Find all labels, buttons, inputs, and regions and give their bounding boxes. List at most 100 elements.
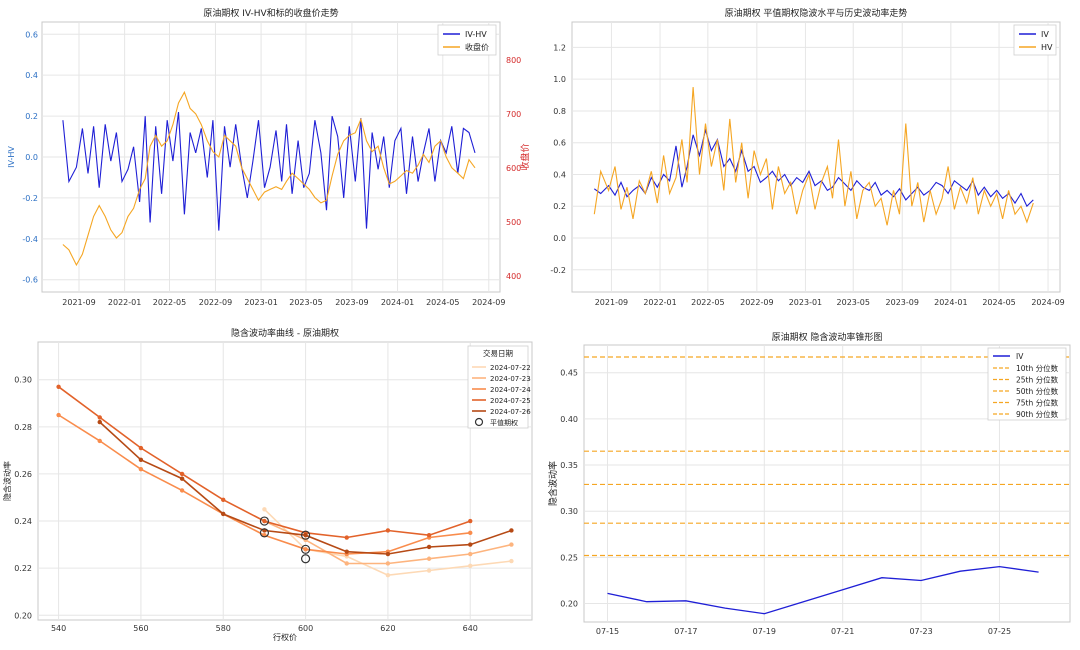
y-tick-label: 0.25 [560, 553, 578, 562]
legend-label: 25th 分位数 [1016, 375, 1059, 385]
series-point-2024-07-26 [179, 476, 185, 481]
series-point-2024-07-23 [468, 551, 473, 557]
x-tick-label: 07-15 [596, 627, 619, 636]
y-tick-label: 0.26 [14, 470, 32, 479]
x-tick-label: 2022-09 [740, 298, 773, 307]
y-tick-label: -0.4 [22, 235, 38, 244]
series-point-2024-07-25 [262, 518, 267, 524]
x-tick-label: 07-23 [909, 627, 932, 636]
series-point-2024-07-24 [179, 488, 185, 493]
y-tick-label: 0.35 [560, 461, 578, 470]
chart-title: 原油期权 平值期权隐波水平与历史波动率走势 [725, 7, 908, 19]
legend-label: 2024-07-22 [490, 364, 531, 372]
y-tick-label: 0.6 [25, 30, 38, 39]
x-tick-label: 2022-05 [153, 298, 186, 307]
y2-tick-label: 400 [506, 272, 521, 281]
legend-label: 2024-07-25 [490, 397, 531, 405]
series-point-2024-07-24 [97, 438, 102, 444]
x-tick-label: 2023-01 [789, 298, 822, 307]
series-point-2024-07-25 [426, 532, 432, 538]
x-tick-label: 2022-01 [643, 298, 676, 307]
legend-label: IV-HV [465, 30, 487, 39]
x-tick-label: 580 [216, 624, 231, 633]
series-line-iv [607, 565, 1039, 615]
legend-label: 10th 分位数 [1016, 363, 1059, 373]
series-point-2024-07-26 [509, 528, 514, 533]
y2-tick-label: 500 [506, 218, 521, 227]
legend-label: 90th 分位数 [1016, 409, 1059, 419]
series-line-iv-hv [62, 111, 476, 231]
plot-frame [37, 341, 533, 621]
y2-axis-label: 收盘价 [519, 143, 531, 170]
x-tick-label: 2023-09 [886, 298, 919, 307]
y-tick-label: 0.28 [14, 423, 32, 432]
chart-atm-iv-hv: 原油期权 平值期权隐波水平与历史波动率走势 2021-09 2022-01 2022-… [550, 7, 1064, 307]
y2-tick-label: 600 [506, 164, 521, 173]
series-point-2024-07-26 [221, 511, 226, 517]
series-point-2024-07-22 [468, 563, 473, 569]
atm-marker [300, 554, 311, 564]
y-tick-label: 0.20 [560, 600, 578, 609]
legend-box [467, 345, 529, 429]
x-tick-label: 2023-05 [837, 298, 870, 307]
x-tick-label: 540 [51, 624, 66, 633]
x-tick-label: 640 [463, 624, 478, 633]
legend-label: 2024-07-23 [490, 375, 531, 383]
y-tick-label: 0.20 [14, 611, 32, 620]
y-tick-label: 0.22 [14, 564, 32, 573]
legend-box [1013, 24, 1057, 56]
y-tick-label: 0.6 [553, 139, 566, 148]
y-tick-label: -0.2 [22, 194, 38, 203]
legend-label: 2024-07-24 [490, 386, 531, 394]
x-tick-label: 2024-01 [381, 298, 414, 307]
y-axis-label: 隐含波动率 [547, 461, 559, 506]
series-line-close [62, 90, 476, 267]
series-point-2024-07-22 [426, 568, 432, 573]
series-point-2024-07-22 [385, 573, 391, 578]
atm-marker [300, 544, 311, 554]
chart-title: 原油期权 IV-HV和标的收盘价走势 [203, 7, 338, 19]
legend: 交易日期 2024-07-22 2024-07-23 2024-07-24 2024-0… [467, 345, 531, 429]
y-axis-label: IV-HV [7, 146, 16, 168]
legend-label: IV [1016, 352, 1024, 361]
y-tick-label: 0.30 [560, 507, 578, 516]
series-point-2024-07-24 [56, 412, 61, 418]
x-tick-label: 2021-09 [595, 298, 628, 307]
legend-label: 2024-07-26 [490, 408, 531, 416]
x-tick-label: 07-25 [988, 627, 1011, 636]
series-line-hv [593, 87, 1034, 226]
legend-label: IV [1041, 30, 1049, 39]
y-tick-label: 0.0 [25, 153, 38, 162]
legend-label: 75th 分位数 [1016, 398, 1059, 408]
legend: IV HV [1013, 24, 1057, 56]
x-tick-label: 07-17 [674, 627, 697, 636]
y2-tick-label: 800 [506, 56, 521, 65]
series-point-2024-07-24 [138, 467, 144, 472]
y-tick-label: 0.2 [25, 112, 38, 121]
series-point-2024-07-25 [56, 384, 61, 389]
series-point-2024-07-26 [138, 457, 144, 462]
series-point-2024-07-22 [509, 558, 514, 564]
x-tick-label: 620 [380, 624, 395, 633]
series-point-2024-07-25 [344, 535, 349, 540]
x-tick-label: 2024-09 [472, 298, 505, 307]
y-tick-label: 0.24 [14, 517, 32, 526]
x-tick-label: 2024-01 [934, 298, 967, 307]
series-point-2024-07-25 [468, 518, 473, 524]
series-point-2024-07-23 [426, 556, 432, 561]
series-point-2024-07-25 [97, 415, 102, 420]
x-tick-label: 2021-09 [62, 298, 95, 307]
y-tick-label: 0.45 [560, 369, 578, 378]
series-point-2024-07-26 [385, 551, 391, 557]
chart-iv-hv-close: 原油期权 IV-HV和标的收盘价走势 2021-09 2022-01 2022-05 2… [7, 7, 531, 307]
legend-atm-marker [474, 417, 484, 427]
x-tick-label: 2022-01 [108, 298, 141, 307]
legend-label: 收盘价 [465, 42, 489, 52]
x-tick-label: 560 [133, 624, 148, 633]
y-tick-label: -0.6 [22, 276, 38, 285]
legend-box [437, 24, 497, 56]
series-point-2024-07-25 [221, 497, 226, 503]
series-point-2024-07-25 [385, 528, 391, 533]
